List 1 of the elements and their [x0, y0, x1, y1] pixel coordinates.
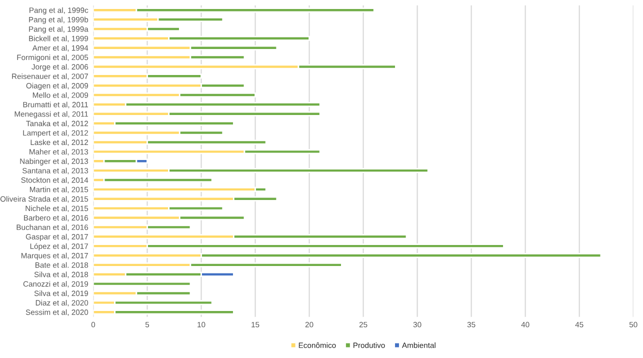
bar — [93, 281, 192, 286]
